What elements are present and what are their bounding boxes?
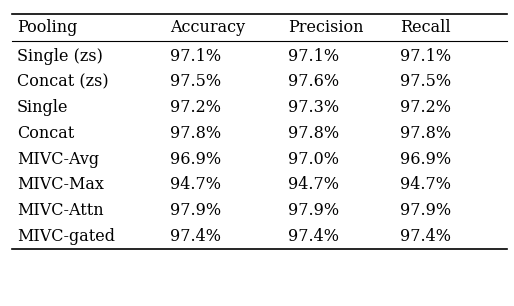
Text: 97.5%: 97.5% [170,73,221,90]
Text: 97.0%: 97.0% [288,151,339,168]
Text: Concat (zs): Concat (zs) [17,73,108,90]
Text: 97.1%: 97.1% [288,47,339,65]
Text: 96.9%: 96.9% [400,151,451,168]
Text: 97.1%: 97.1% [170,47,221,65]
Text: MIVC-gated: MIVC-gated [17,228,115,245]
Text: 97.4%: 97.4% [170,228,221,245]
Text: Pooling: Pooling [17,19,77,36]
Text: 94.7%: 94.7% [400,177,451,193]
Text: 97.5%: 97.5% [400,73,451,90]
Text: MIVC-Max: MIVC-Max [17,177,104,193]
Text: 97.6%: 97.6% [288,73,339,90]
Text: 97.8%: 97.8% [170,125,221,142]
Text: 97.4%: 97.4% [288,228,339,245]
Text: 97.2%: 97.2% [400,99,451,116]
Text: 97.3%: 97.3% [288,99,339,116]
Text: 97.8%: 97.8% [400,125,451,142]
Text: Single (zs): Single (zs) [17,47,103,65]
Text: 97.9%: 97.9% [400,202,451,219]
Text: Single: Single [17,99,68,116]
Text: 97.4%: 97.4% [400,228,451,245]
Text: 96.9%: 96.9% [170,151,221,168]
Text: Recall: Recall [400,19,451,36]
Text: 97.9%: 97.9% [170,202,221,219]
Text: 97.9%: 97.9% [288,202,339,219]
Text: 97.2%: 97.2% [170,99,221,116]
Text: MIVC-Avg: MIVC-Avg [17,151,99,168]
Text: 94.7%: 94.7% [288,177,339,193]
Text: Concat: Concat [17,125,74,142]
Text: Precision: Precision [288,19,363,36]
Text: 97.8%: 97.8% [288,125,339,142]
Text: Accuracy: Accuracy [170,19,245,36]
Text: MIVC-Attn: MIVC-Attn [17,202,103,219]
Text: 97.1%: 97.1% [400,47,451,65]
Text: 94.7%: 94.7% [170,177,221,193]
